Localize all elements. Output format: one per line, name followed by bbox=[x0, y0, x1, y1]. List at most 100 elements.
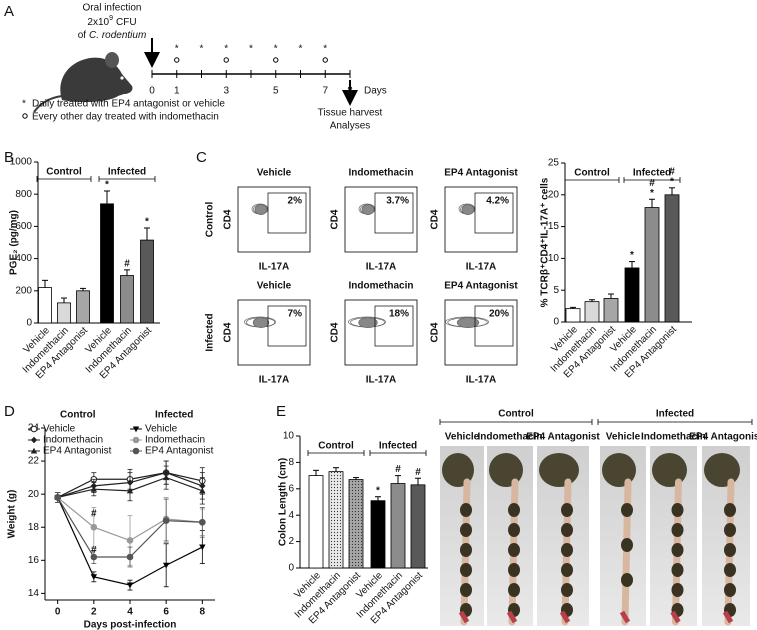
marker bbox=[126, 582, 134, 589]
y-tick-label: 400 bbox=[15, 253, 32, 264]
fecal-pellet bbox=[724, 583, 736, 597]
flow-contour bbox=[254, 204, 268, 215]
fecal-pellet bbox=[508, 543, 520, 557]
marker bbox=[132, 447, 140, 455]
flow-row-label: Control bbox=[205, 202, 216, 238]
other-day-mark bbox=[322, 57, 328, 63]
legend-label: EP4 Antagonist bbox=[145, 446, 214, 457]
dose-unit: CFU bbox=[116, 17, 137, 28]
dose-label: 2x109 CFU bbox=[87, 15, 136, 28]
flow-y-label: CD4 bbox=[430, 322, 441, 342]
panel-label: D bbox=[4, 403, 15, 420]
x-tick-label: 4 bbox=[127, 607, 133, 618]
panel-label: E bbox=[276, 403, 286, 420]
flow-gate bbox=[267, 192, 307, 234]
flow-contour bbox=[361, 204, 375, 215]
fecal-pellet bbox=[724, 523, 736, 537]
fecal-pellet bbox=[621, 503, 633, 517]
legend-label: Vehicle bbox=[145, 424, 178, 435]
cecum bbox=[704, 453, 740, 487]
flow-y-label: CD4 bbox=[330, 209, 341, 229]
flow-gate bbox=[374, 192, 414, 234]
colon-end bbox=[458, 610, 470, 624]
fecal-pellet bbox=[621, 573, 633, 587]
marker bbox=[30, 436, 38, 444]
day-label: 5 bbox=[273, 86, 279, 97]
flow-plot bbox=[237, 299, 311, 366]
daily-mark: * bbox=[200, 44, 204, 55]
y-tick-label: 25 bbox=[548, 158, 560, 169]
flow-title: Indomethacin bbox=[348, 168, 413, 179]
day-label: 8 bbox=[347, 86, 353, 97]
photo-label: Indomethacin bbox=[641, 432, 706, 443]
bar bbox=[120, 275, 134, 324]
flow-x-label: IL-17A bbox=[366, 262, 397, 273]
daily-mark: * bbox=[323, 44, 327, 55]
bar-pattern bbox=[349, 479, 363, 568]
x-tick-label: 8 bbox=[200, 607, 206, 618]
panel-label: C bbox=[196, 149, 207, 166]
flow-contour bbox=[456, 317, 480, 328]
daily-mark: * bbox=[224, 44, 228, 55]
significance-mark: # bbox=[415, 467, 421, 478]
legend-text: Every other day treated with indomethaci… bbox=[32, 112, 219, 123]
photo-group-label: Infected bbox=[656, 409, 694, 420]
significance-mark: * bbox=[105, 180, 109, 191]
y-tick-label: 0 bbox=[553, 317, 559, 328]
flow-plot bbox=[237, 186, 311, 253]
fecal-pellet bbox=[561, 583, 573, 597]
legend-group: Control bbox=[60, 410, 96, 421]
harvest-label: Tissue harvest bbox=[318, 108, 383, 119]
flow-y-label: CD4 bbox=[330, 322, 341, 342]
fecal-pellet bbox=[671, 523, 684, 537]
strain-prefix: of bbox=[78, 30, 87, 41]
colon bbox=[621, 478, 632, 626]
day-label: 1 bbox=[174, 86, 180, 97]
group-label: Control bbox=[318, 441, 354, 452]
significance-mark: # bbox=[649, 178, 655, 189]
fecal-pellet bbox=[460, 543, 472, 557]
flow-gate bbox=[474, 192, 514, 234]
dose: 2x10 bbox=[87, 17, 109, 28]
cecum bbox=[539, 453, 579, 487]
flow-gate bbox=[374, 305, 414, 347]
legend-label: EP4 Antagonist bbox=[43, 446, 112, 457]
cecum bbox=[489, 453, 523, 487]
bar bbox=[584, 301, 600, 323]
marker bbox=[30, 447, 38, 454]
bar bbox=[38, 287, 52, 324]
flow-contour bbox=[252, 317, 270, 328]
fecal-pellet bbox=[460, 503, 472, 517]
bar bbox=[100, 203, 114, 324]
flow-percent: 20% bbox=[489, 309, 509, 320]
marker bbox=[126, 553, 134, 561]
flow-x-label: IL-17A bbox=[366, 375, 397, 386]
day-label: 3 bbox=[223, 86, 229, 97]
day-label: 7 bbox=[322, 86, 328, 97]
fecal-pellet bbox=[561, 563, 573, 577]
flow-contour bbox=[461, 204, 475, 215]
strain-label: of C. rodentium bbox=[78, 30, 147, 41]
y-tick-label: 200 bbox=[15, 285, 32, 296]
group-label: Infected bbox=[379, 441, 417, 452]
significance-mark: # bbox=[124, 259, 130, 270]
flow-gate bbox=[267, 305, 307, 347]
significance-mark: # bbox=[669, 166, 675, 177]
flow-title: Vehicle bbox=[257, 281, 292, 292]
group-label: Control bbox=[574, 168, 610, 179]
bar bbox=[603, 298, 619, 323]
legend-label: Indomethacin bbox=[43, 435, 103, 446]
bar bbox=[308, 475, 324, 569]
bar bbox=[370, 500, 386, 569]
flow-plot bbox=[444, 186, 518, 253]
fecal-pellet bbox=[621, 538, 633, 552]
y-tick-label: 10 bbox=[283, 431, 295, 442]
marker bbox=[126, 487, 134, 494]
flow-title: Vehicle bbox=[257, 168, 292, 179]
days-label: Days bbox=[364, 86, 387, 97]
legend-label: Indomethacin bbox=[145, 435, 205, 446]
y-tick-label: 14 bbox=[28, 588, 40, 599]
marker bbox=[90, 574, 98, 581]
dose-exponent: 9 bbox=[109, 15, 113, 22]
